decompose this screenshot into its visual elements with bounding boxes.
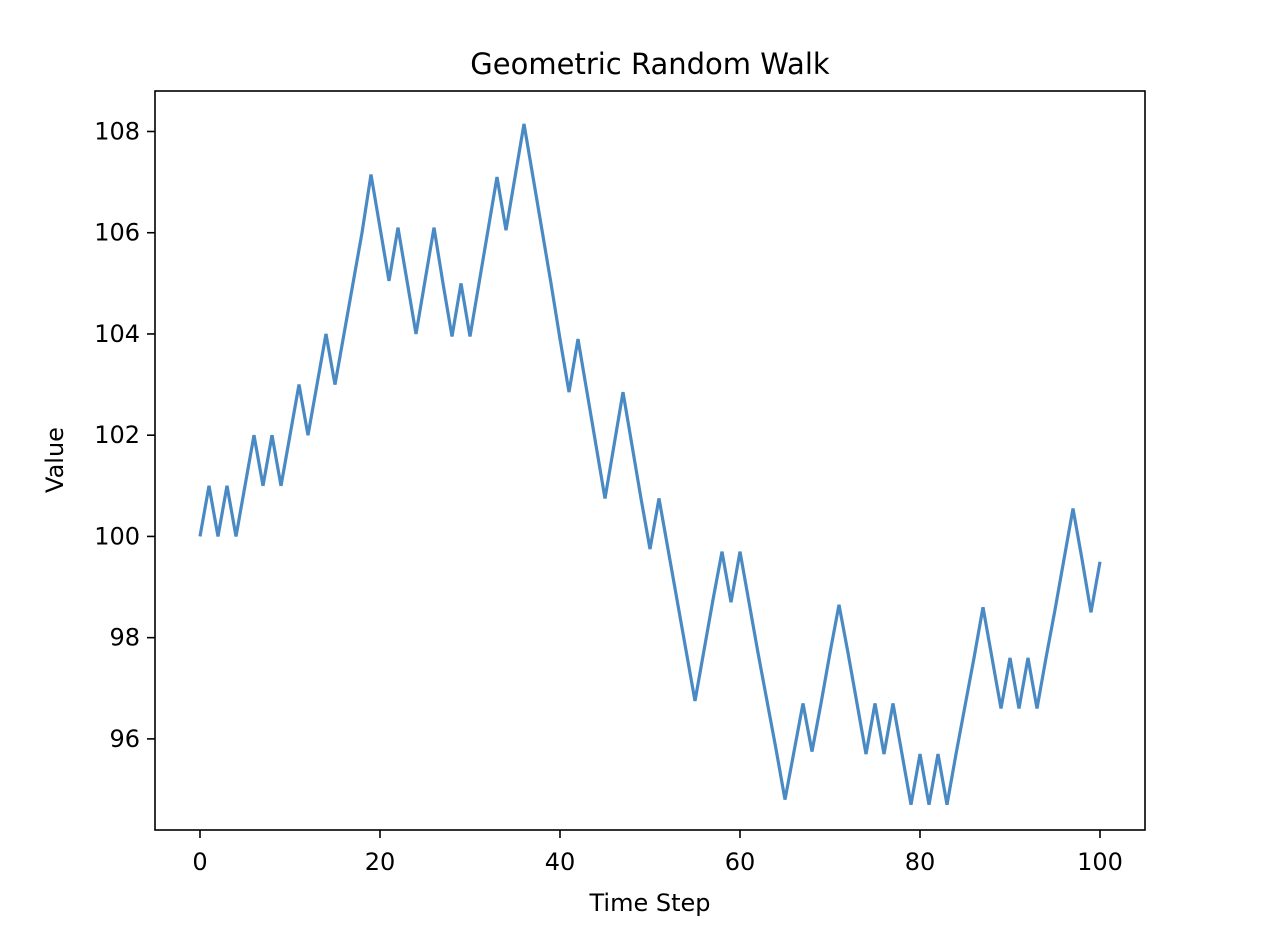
y-tick-label: 96 bbox=[109, 725, 140, 753]
y-tick-label: 108 bbox=[94, 117, 140, 145]
y-tick-label: 100 bbox=[94, 522, 140, 550]
x-tick-label: 60 bbox=[725, 848, 756, 876]
x-tick-label: 80 bbox=[905, 848, 936, 876]
y-axis-ticks: 96 98 100 102 104 106 108 bbox=[94, 117, 155, 753]
series-line bbox=[198, 123, 1102, 805]
y-tick-label: 98 bbox=[109, 624, 140, 652]
y-tick-label: 102 bbox=[94, 421, 140, 449]
x-tick-label: 40 bbox=[545, 848, 576, 876]
x-tick-label: 100 bbox=[1077, 848, 1123, 876]
chart-title: Geometric Random Walk bbox=[470, 47, 830, 81]
plot-area bbox=[154, 90, 1146, 831]
x-tick-label: 0 bbox=[192, 848, 207, 876]
x-tick-label: 20 bbox=[365, 848, 396, 876]
x-axis-ticks: 0 20 40 60 80 100 bbox=[192, 830, 1123, 876]
y-tick-label: 104 bbox=[94, 320, 140, 348]
y-tick-label: 106 bbox=[94, 219, 140, 247]
x-axis-label: Time Step bbox=[588, 889, 710, 917]
y-axis-label: Value bbox=[41, 427, 69, 493]
